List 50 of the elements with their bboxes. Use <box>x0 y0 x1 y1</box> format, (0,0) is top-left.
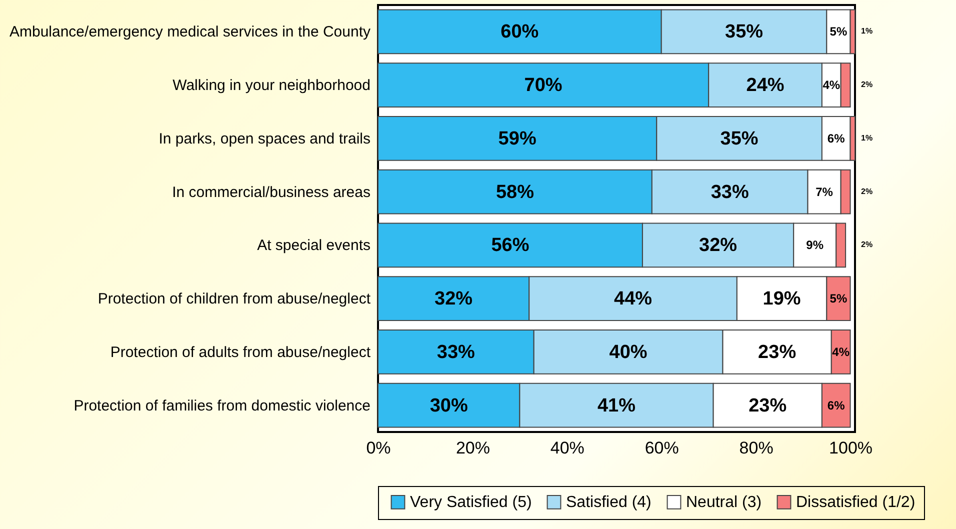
x-tick-label: 20% <box>456 438 490 458</box>
data-label: 1% <box>861 133 873 142</box>
data-label: 23% <box>758 342 796 363</box>
data-label: 4% <box>832 344 850 359</box>
data-label: 2% <box>861 240 873 250</box>
data-label: 24% <box>746 75 784 96</box>
x-tick-label: 80% <box>739 438 774 458</box>
data-label: 33% <box>436 342 476 363</box>
x-tick-label: 0% <box>366 438 391 458</box>
data-label: 35% <box>725 22 764 43</box>
legend-label: Dissatisfied (1/2) <box>796 494 916 512</box>
data-label: 4% <box>822 78 840 92</box>
y-tick-label: Protection of families from domestic violence <box>74 397 370 414</box>
legend-label: Satisfied (4) <box>566 494 652 512</box>
data-label: 32% <box>699 235 738 256</box>
data-label: 58% <box>496 182 534 203</box>
data-label: 33% <box>710 182 749 203</box>
data-label: 41% <box>597 395 636 416</box>
data-label: 70% <box>524 75 562 96</box>
data-label: 6% <box>827 398 846 412</box>
data-label: 60% <box>500 22 539 43</box>
y-tick-label: In parks, open spaces and trails <box>158 130 370 148</box>
y-tick-label: Walking in your neighborhood <box>172 77 370 94</box>
data-label: 2% <box>861 80 873 90</box>
data-label: 5% <box>830 24 848 39</box>
y-tick-label: At special events <box>257 237 370 254</box>
data-label: 6% <box>827 131 846 146</box>
legend-label: Very Satisfied (5) <box>410 494 532 512</box>
data-label: 32% <box>434 288 473 310</box>
y-tick-label: Protection of children from abuse/neglect <box>98 290 372 308</box>
data-label: 7% <box>816 184 834 199</box>
x-tick-label: 100% <box>829 438 873 458</box>
y-tick-label: Protection of adults from abuse/neglect <box>110 344 372 361</box>
data-label: 5% <box>830 292 848 306</box>
data-label: 30% <box>430 395 468 416</box>
x-tick-label: 60% <box>644 438 679 458</box>
data-label: 9% <box>806 238 824 252</box>
data-label: 1% <box>861 26 873 36</box>
data-label: 40% <box>609 342 648 363</box>
y-tick-label: Ambulance/emergency medical services in the County <box>9 24 371 41</box>
data-label: 44% <box>614 288 652 310</box>
data-label: 2% <box>861 186 873 196</box>
legend-label: Neutral (3) <box>686 494 762 512</box>
data-label: 19% <box>762 288 801 310</box>
data-label: 59% <box>498 128 536 150</box>
data-label: 35% <box>720 128 758 150</box>
data-label: 56% <box>491 235 530 256</box>
x-tick-label: 40% <box>550 438 584 458</box>
data-label: 23% <box>748 395 787 416</box>
y-tick-label: In commercial/business areas <box>172 184 370 201</box>
